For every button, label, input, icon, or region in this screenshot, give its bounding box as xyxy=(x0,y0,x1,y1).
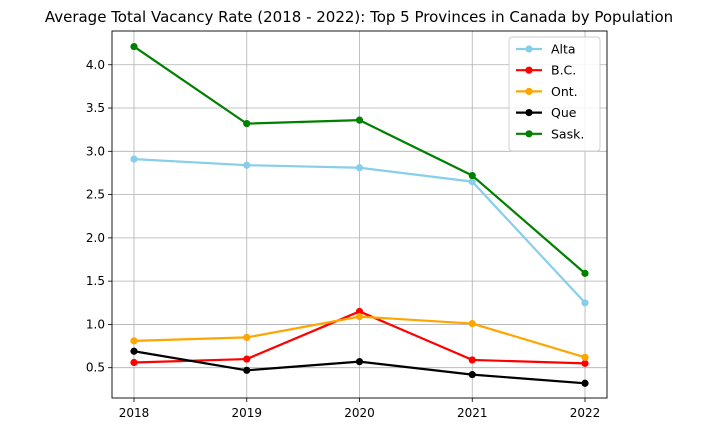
x-tick-label: 2019 xyxy=(231,406,262,420)
data-point-sask xyxy=(243,120,250,127)
data-point-que xyxy=(581,380,588,387)
data-point-alta xyxy=(356,164,363,171)
data-point-que xyxy=(243,367,250,374)
data-point-que xyxy=(130,348,137,355)
y-tick-label: 3.0 xyxy=(86,144,105,158)
y-axis: 0.5 1.0 1.5 2.0 2.5 3.0 3.5 4.0 xyxy=(86,58,112,375)
legend: Alta B.C. Ont. Que Sask. xyxy=(509,37,600,151)
x-axis: 2018 2019 2020 2021 2022 xyxy=(119,398,601,420)
legend-marker-ont xyxy=(525,88,532,95)
data-point-sask xyxy=(469,172,476,179)
data-point-sask xyxy=(130,43,137,50)
data-point-sask xyxy=(356,117,363,124)
data-point-b-c xyxy=(469,356,476,363)
legend-label-que: Que xyxy=(551,105,577,120)
y-tick-label: 1.5 xyxy=(86,274,105,288)
legend-label-ont: Ont. xyxy=(551,84,578,99)
data-point-alta xyxy=(581,299,588,306)
y-tick-label: 4.0 xyxy=(86,58,105,72)
legend-marker-que xyxy=(525,109,532,116)
x-tick-label: 2021 xyxy=(457,406,488,420)
data-point-que xyxy=(469,371,476,378)
data-point-b-c xyxy=(130,359,137,366)
y-tick-label: 1.0 xyxy=(86,317,105,331)
data-point-que xyxy=(356,358,363,365)
data-point-ont xyxy=(243,334,250,341)
legend-label-b-c: B.C. xyxy=(551,63,576,78)
x-tick-label: 2020 xyxy=(344,406,375,420)
data-point-b-c xyxy=(243,355,250,362)
data-point-ont xyxy=(469,320,476,327)
data-point-sask xyxy=(581,270,588,277)
legend-marker-b-c xyxy=(525,67,532,74)
y-tick-label: 3.5 xyxy=(86,101,105,115)
data-point-ont xyxy=(130,337,137,344)
data-point-ont xyxy=(356,313,363,320)
legend-marker-sask xyxy=(525,130,532,137)
data-point-ont xyxy=(581,354,588,361)
y-tick-label: 2.5 xyxy=(86,188,105,202)
x-tick-label: 2018 xyxy=(119,406,150,420)
data-point-alta xyxy=(130,156,137,163)
y-tick-label: 0.5 xyxy=(86,361,105,375)
chart-title: Average Total Vacancy Rate (2018 - 2022)… xyxy=(45,8,673,26)
legend-marker-alta xyxy=(525,45,532,52)
legend-label-alta: Alta xyxy=(551,42,576,57)
legend-label-sask: Sask. xyxy=(551,126,584,141)
y-tick-label: 2.0 xyxy=(86,231,105,245)
x-tick-label: 2022 xyxy=(570,406,601,420)
data-point-alta xyxy=(243,162,250,169)
